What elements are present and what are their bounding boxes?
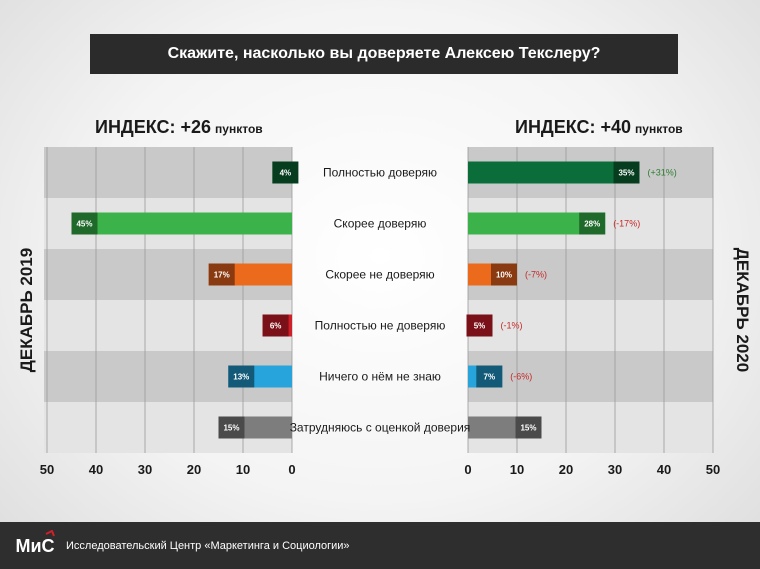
- left-bar-label: 6%: [270, 322, 282, 331]
- category-label: Полностью доверяю: [323, 166, 437, 180]
- category-label: Скорее не доверяю: [325, 268, 434, 282]
- left-bar-label-box: [272, 161, 299, 184]
- left-tick-label: 20: [187, 462, 201, 477]
- right-tick-label: 10: [510, 462, 524, 477]
- left-bar-label-box: [71, 212, 98, 235]
- right-bar-label: 10%: [496, 271, 512, 280]
- footer-organization: Исследовательский Центр «Маркетинга и Со…: [66, 540, 350, 552]
- left-tick-label: 30: [138, 462, 152, 477]
- right-row-background: [468, 300, 713, 351]
- left-tick-label: 40: [89, 462, 103, 477]
- left-bar-label: 15%: [223, 424, 239, 433]
- right-bar-label-box: [476, 365, 503, 388]
- right-bar-label-box: [515, 416, 542, 439]
- footer: МиС Исследовательский Центр «Маркетинга …: [0, 522, 760, 569]
- left-index-label: ИНДЕКС: +26: [95, 117, 212, 137]
- left-bar-label-box: [262, 314, 289, 337]
- right-bar-label-box: [491, 263, 517, 286]
- category-label: Полностью не доверяю: [315, 319, 446, 333]
- right-bar-label: 7%: [484, 373, 496, 382]
- right-bar-label-box: [613, 161, 640, 184]
- category-label: Затрудняюсь с оценкой доверия: [290, 421, 471, 435]
- right-index: ИНДЕКС: +40 пунктов: [515, 117, 683, 138]
- mis-logo-icon: МиС: [12, 530, 58, 556]
- right-tick-label: 50: [706, 462, 720, 477]
- left-bar-label: 45%: [76, 220, 92, 229]
- right-tick-label: 20: [559, 462, 573, 477]
- left-index: ИНДЕКС: +26 пунктов: [95, 117, 263, 138]
- right-bar-label: 15%: [520, 424, 536, 433]
- right-tick-label: 0: [464, 462, 471, 477]
- left-tick-label: 50: [40, 462, 54, 477]
- right-bar: [468, 161, 640, 184]
- change-label: (+31%): [648, 168, 677, 178]
- chart-title: Скажите, насколько вы доверяете Алексею …: [90, 34, 678, 74]
- left-bar-label: 17%: [214, 271, 230, 280]
- logo-text: МиС: [15, 536, 54, 556]
- left-bar-label-box: [218, 416, 245, 439]
- right-row-background: [468, 351, 713, 402]
- right-bar-label-box: [466, 314, 493, 337]
- left-bar-label-box: [228, 365, 255, 388]
- left-bar-label: 13%: [233, 373, 249, 382]
- category-label: Скорее доверяю: [334, 217, 427, 231]
- left-row-background: [44, 300, 292, 351]
- change-label: (-1%): [501, 321, 523, 331]
- left-index-unit: пунктов: [215, 122, 263, 136]
- left-row-background: [44, 147, 292, 198]
- left-bar-label: 4%: [280, 169, 292, 178]
- change-label: (-7%): [525, 270, 547, 280]
- left-bar: [71, 212, 292, 235]
- right-tick-label: 30: [608, 462, 622, 477]
- right-index-unit: пунктов: [635, 122, 683, 136]
- right-tick-label: 40: [657, 462, 671, 477]
- change-label: (-6%): [510, 372, 532, 382]
- chart-canvas: 0 0 10 10 20 20 30 30 40 40 50 50 4% 35% (+31%) Полност…: [40, 147, 720, 477]
- right-bar: [468, 212, 606, 235]
- left-tick-label: 0: [288, 462, 295, 477]
- right-bar-label: 5%: [474, 322, 486, 331]
- right-bar-label: 35%: [618, 169, 634, 178]
- right-bar-label: 28%: [584, 220, 600, 229]
- left-tick-label: 10: [236, 462, 250, 477]
- category-label: Ничего о нём не знаю: [319, 370, 441, 384]
- right-index-label: ИНДЕКС: +40: [515, 117, 632, 137]
- right-bar-label-box: [579, 212, 606, 235]
- change-label: (-17%): [613, 219, 640, 229]
- left-bar-label-box: [208, 263, 235, 286]
